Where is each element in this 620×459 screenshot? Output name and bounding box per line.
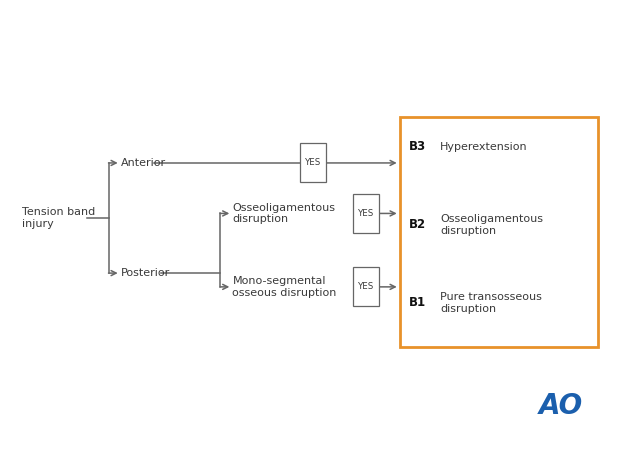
- Text: Anterior: Anterior: [121, 158, 166, 168]
- Text: AO: AO: [539, 392, 583, 420]
- Text: B3: B3: [409, 140, 427, 153]
- Bar: [353, 194, 379, 233]
- Bar: [300, 143, 326, 182]
- Text: YES: YES: [305, 158, 321, 168]
- Text: Mono-segmental
osseous disruption: Mono-segmental osseous disruption: [232, 276, 337, 298]
- Text: Osseoligamentous
disruption: Osseoligamentous disruption: [440, 214, 543, 236]
- Text: B2: B2: [409, 218, 427, 231]
- Text: Tension band
injury: Tension band injury: [22, 207, 95, 229]
- Text: B1: B1: [409, 297, 427, 309]
- Text: YES: YES: [358, 209, 374, 218]
- Text: Hyperextension: Hyperextension: [440, 142, 528, 152]
- Text: Pure transosseous
disruption: Pure transosseous disruption: [440, 292, 542, 314]
- Text: Osseoligamentous
disruption: Osseoligamentous disruption: [232, 202, 335, 224]
- Bar: [353, 267, 379, 307]
- Text: YES: YES: [358, 282, 374, 291]
- Bar: [400, 117, 598, 347]
- Text: Posterior: Posterior: [121, 268, 170, 278]
